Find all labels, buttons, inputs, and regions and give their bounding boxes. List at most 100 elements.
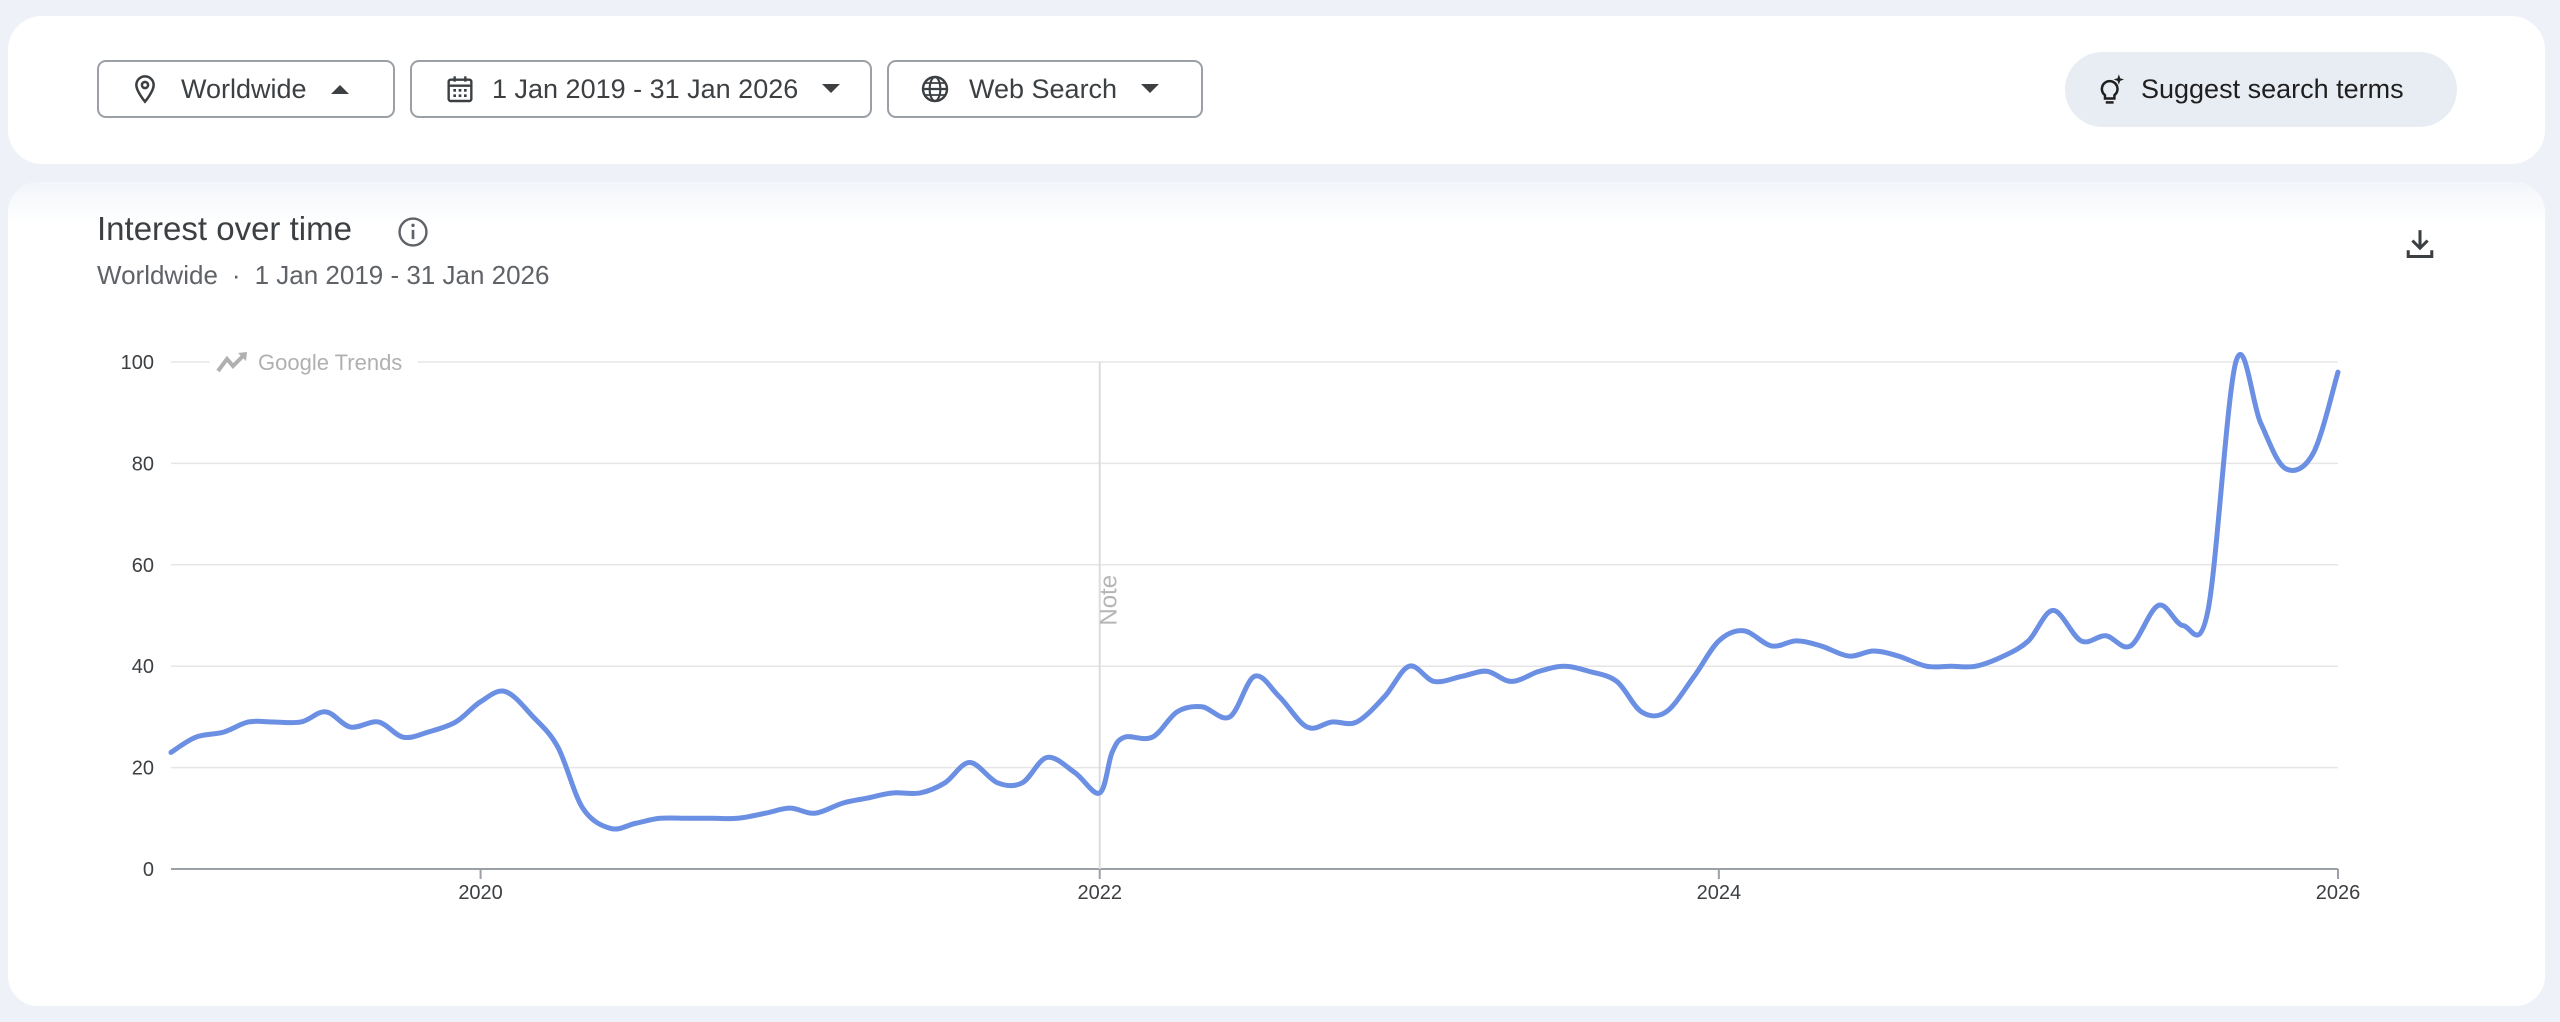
subtitle-separator: · — [231, 260, 241, 290]
watermark-label: Google Trends — [258, 350, 402, 375]
data-point — [1716, 638, 1722, 644]
data-point — [1149, 734, 1155, 740]
data-point — [323, 709, 329, 715]
globe-icon — [919, 73, 951, 105]
data-point — [1019, 780, 1025, 786]
data-point — [1923, 663, 1929, 669]
series-line[interactable] — [168, 351, 2341, 832]
search-property-dropdown[interactable]: Web Search — [887, 60, 1203, 118]
region-label: Worldwide — [181, 73, 307, 104]
subtitle-region: Worldwide — [97, 260, 218, 290]
card-shadow — [8, 166, 2545, 226]
data-point — [840, 800, 846, 806]
google-trends-watermark: Google Trends — [210, 344, 418, 380]
data-point — [1536, 668, 1542, 674]
data-point — [632, 820, 638, 826]
note-label[interactable]: Note — [1096, 575, 1123, 626]
data-point — [1846, 653, 1852, 659]
data-point — [917, 790, 923, 796]
x-tick-label: 2020 — [458, 882, 503, 904]
data-point — [2258, 420, 2264, 426]
sparkle-bulb-icon — [2095, 73, 2127, 107]
data-point — [453, 719, 459, 725]
data-point — [787, 805, 793, 811]
subtitle-date-range: 1 Jan 2019 - 31 Jan 2026 — [254, 260, 550, 290]
data-point — [685, 815, 691, 821]
data-point — [1768, 643, 1774, 649]
data-point — [1044, 754, 1050, 760]
trend-arrow-icon — [216, 352, 247, 373]
search-property-label: Web Search — [969, 73, 1118, 104]
data-point — [2078, 638, 2084, 644]
data-point — [1614, 678, 1620, 684]
data-point — [995, 780, 1001, 786]
download-icon[interactable] — [2403, 226, 2437, 262]
data-point — [193, 734, 199, 740]
data-point — [1586, 668, 1592, 674]
data-point — [1227, 714, 1233, 720]
data-point — [400, 734, 406, 740]
y-tick-label: 40 — [132, 656, 154, 678]
data-point — [735, 815, 741, 821]
region-dropdown[interactable]: Worldwide — [97, 60, 395, 118]
data-point — [812, 810, 818, 816]
data-point — [1508, 678, 1514, 684]
data-point — [245, 719, 251, 725]
calendar-icon — [444, 73, 476, 105]
data-point — [2310, 450, 2316, 456]
data-point — [967, 760, 973, 766]
data-point — [1459, 673, 1465, 679]
y-tick-label: 0 — [143, 859, 154, 881]
data-point — [1741, 628, 1747, 634]
data-point — [2050, 607, 2056, 613]
location-pin-icon — [129, 73, 161, 105]
data-point — [1691, 673, 1697, 679]
suggest-search-terms-label: Suggest search terms — [2141, 74, 2404, 104]
data-point — [1109, 749, 1115, 755]
data-point — [762, 810, 768, 816]
data-point — [2155, 602, 2161, 608]
data-point — [1121, 734, 1127, 740]
panel-title: Interest over time — [97, 210, 352, 247]
data-point — [1072, 770, 1078, 776]
data-point — [270, 719, 276, 725]
y-tick-label: 60 — [132, 555, 154, 577]
y-tick-label: 100 — [121, 352, 154, 374]
data-point — [1304, 724, 1310, 730]
data-point — [1329, 719, 1335, 725]
y-tick-label: 20 — [132, 758, 154, 780]
data-point — [710, 815, 716, 821]
data-point — [375, 719, 381, 725]
data-point — [2233, 359, 2239, 365]
data-point — [1871, 648, 1877, 654]
data-point — [555, 744, 561, 750]
data-point — [1276, 694, 1282, 700]
caret-down-icon — [1139, 82, 1161, 96]
data-point — [1431, 678, 1437, 684]
data-point — [1638, 709, 1644, 715]
data-point — [1663, 709, 1669, 715]
data-point — [425, 729, 431, 735]
data-point — [865, 795, 871, 801]
data-point — [1973, 663, 1979, 669]
y-tick-label: 80 — [132, 453, 154, 475]
suggest-search-terms-button[interactable]: Suggest search terms — [2065, 52, 2457, 127]
data-point — [221, 729, 227, 735]
data-point — [1354, 719, 1360, 725]
data-point — [502, 689, 508, 695]
info-icon[interactable] — [396, 215, 430, 249]
x-tick-label: 2024 — [1697, 882, 1742, 904]
data-point — [168, 749, 174, 755]
data-point — [348, 724, 354, 730]
data-point — [942, 780, 948, 786]
data-point — [1793, 638, 1799, 644]
x-tick-label: 2026 — [2316, 882, 2361, 904]
data-point — [530, 714, 536, 720]
date-range-dropdown[interactable]: 1 Jan 2019 - 31 Jan 2026 — [410, 60, 872, 118]
data-point — [1252, 673, 1258, 679]
data-point — [1199, 704, 1205, 710]
data-point — [889, 790, 895, 796]
caret-down-icon — [820, 82, 842, 96]
date-range-label: 1 Jan 2019 - 31 Jan 2026 — [492, 73, 799, 104]
